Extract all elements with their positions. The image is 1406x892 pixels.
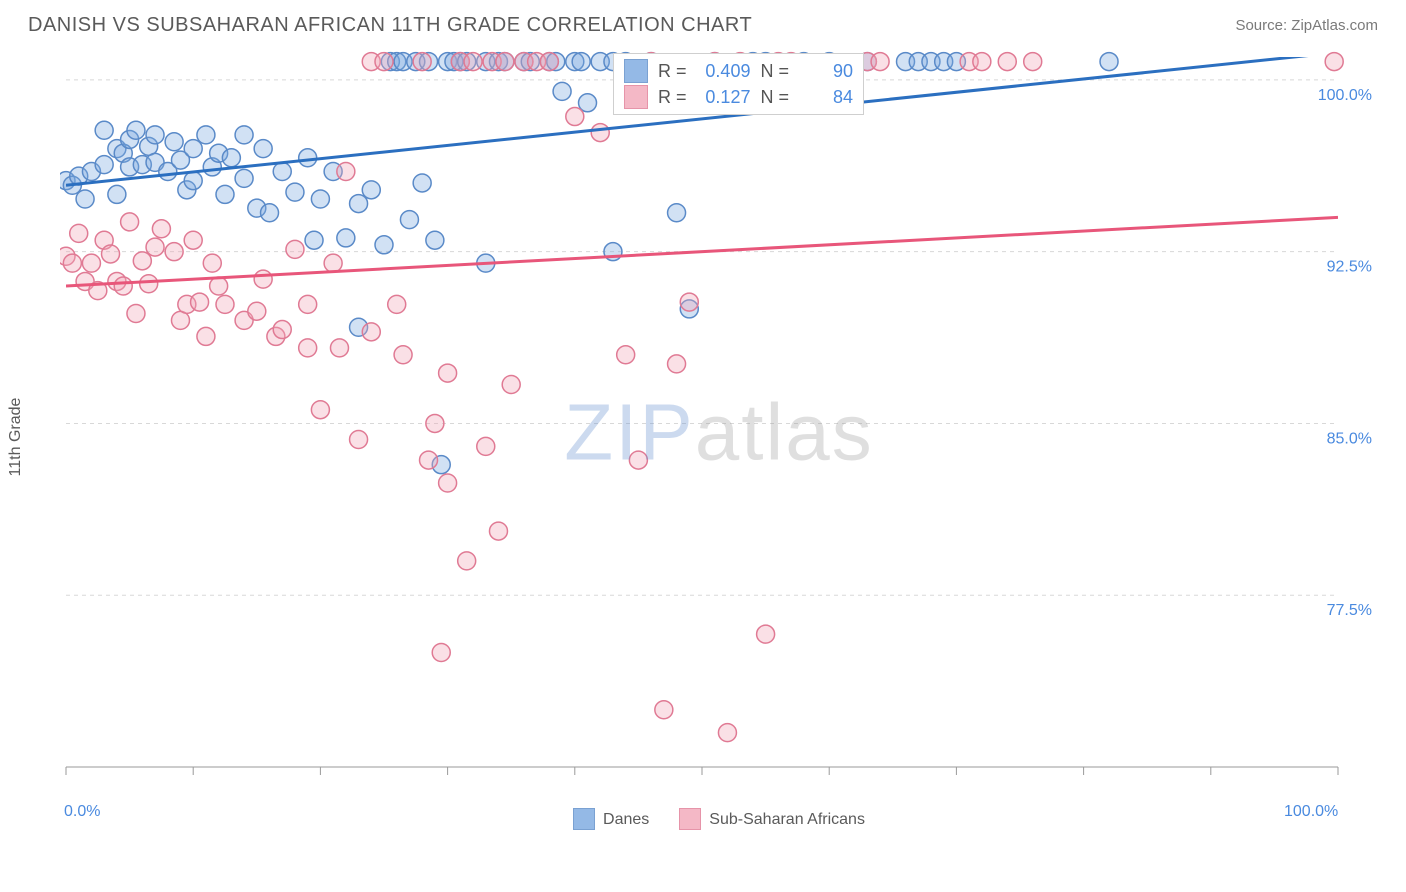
- legend: Danes Sub-Saharan Africans: [60, 809, 1378, 831]
- svg-text:85.0%: 85.0%: [1327, 430, 1372, 447]
- stats-row: R =0.127N =84: [624, 84, 853, 110]
- scatter-plot: 77.5% 85.0% 92.5% 100.0%: [60, 47, 1378, 827]
- y-axis-label: 11th Grade: [7, 398, 25, 477]
- svg-text:77.5%: 77.5%: [1327, 602, 1372, 619]
- legend-item: Sub-Saharan Africans: [679, 809, 865, 831]
- chart-area: 11th Grade 77.5%85.0%92.5%100.0% ZIPatla…: [60, 47, 1378, 827]
- chart-source: Source: ZipAtlas.com: [1235, 17, 1378, 34]
- legend-label: Danes: [603, 811, 649, 828]
- legend-label: Sub-Saharan Africans: [709, 811, 865, 828]
- chart-header: DANISH VS SUBSAHARAN AFRICAN 11TH GRADE …: [0, 0, 1406, 43]
- stats-row: R =0.409N =90: [624, 58, 853, 84]
- legend-item: Danes: [573, 809, 649, 831]
- stats-legend-box: R =0.409N =90R =0.127N =84: [613, 53, 864, 115]
- svg-text:92.5%: 92.5%: [1327, 259, 1372, 276]
- legend-swatch: [573, 808, 595, 830]
- legend-swatch: [679, 808, 701, 830]
- svg-text:100.0%: 100.0%: [1318, 87, 1372, 104]
- chart-title: DANISH VS SUBSAHARAN AFRICAN 11TH GRADE …: [28, 14, 752, 37]
